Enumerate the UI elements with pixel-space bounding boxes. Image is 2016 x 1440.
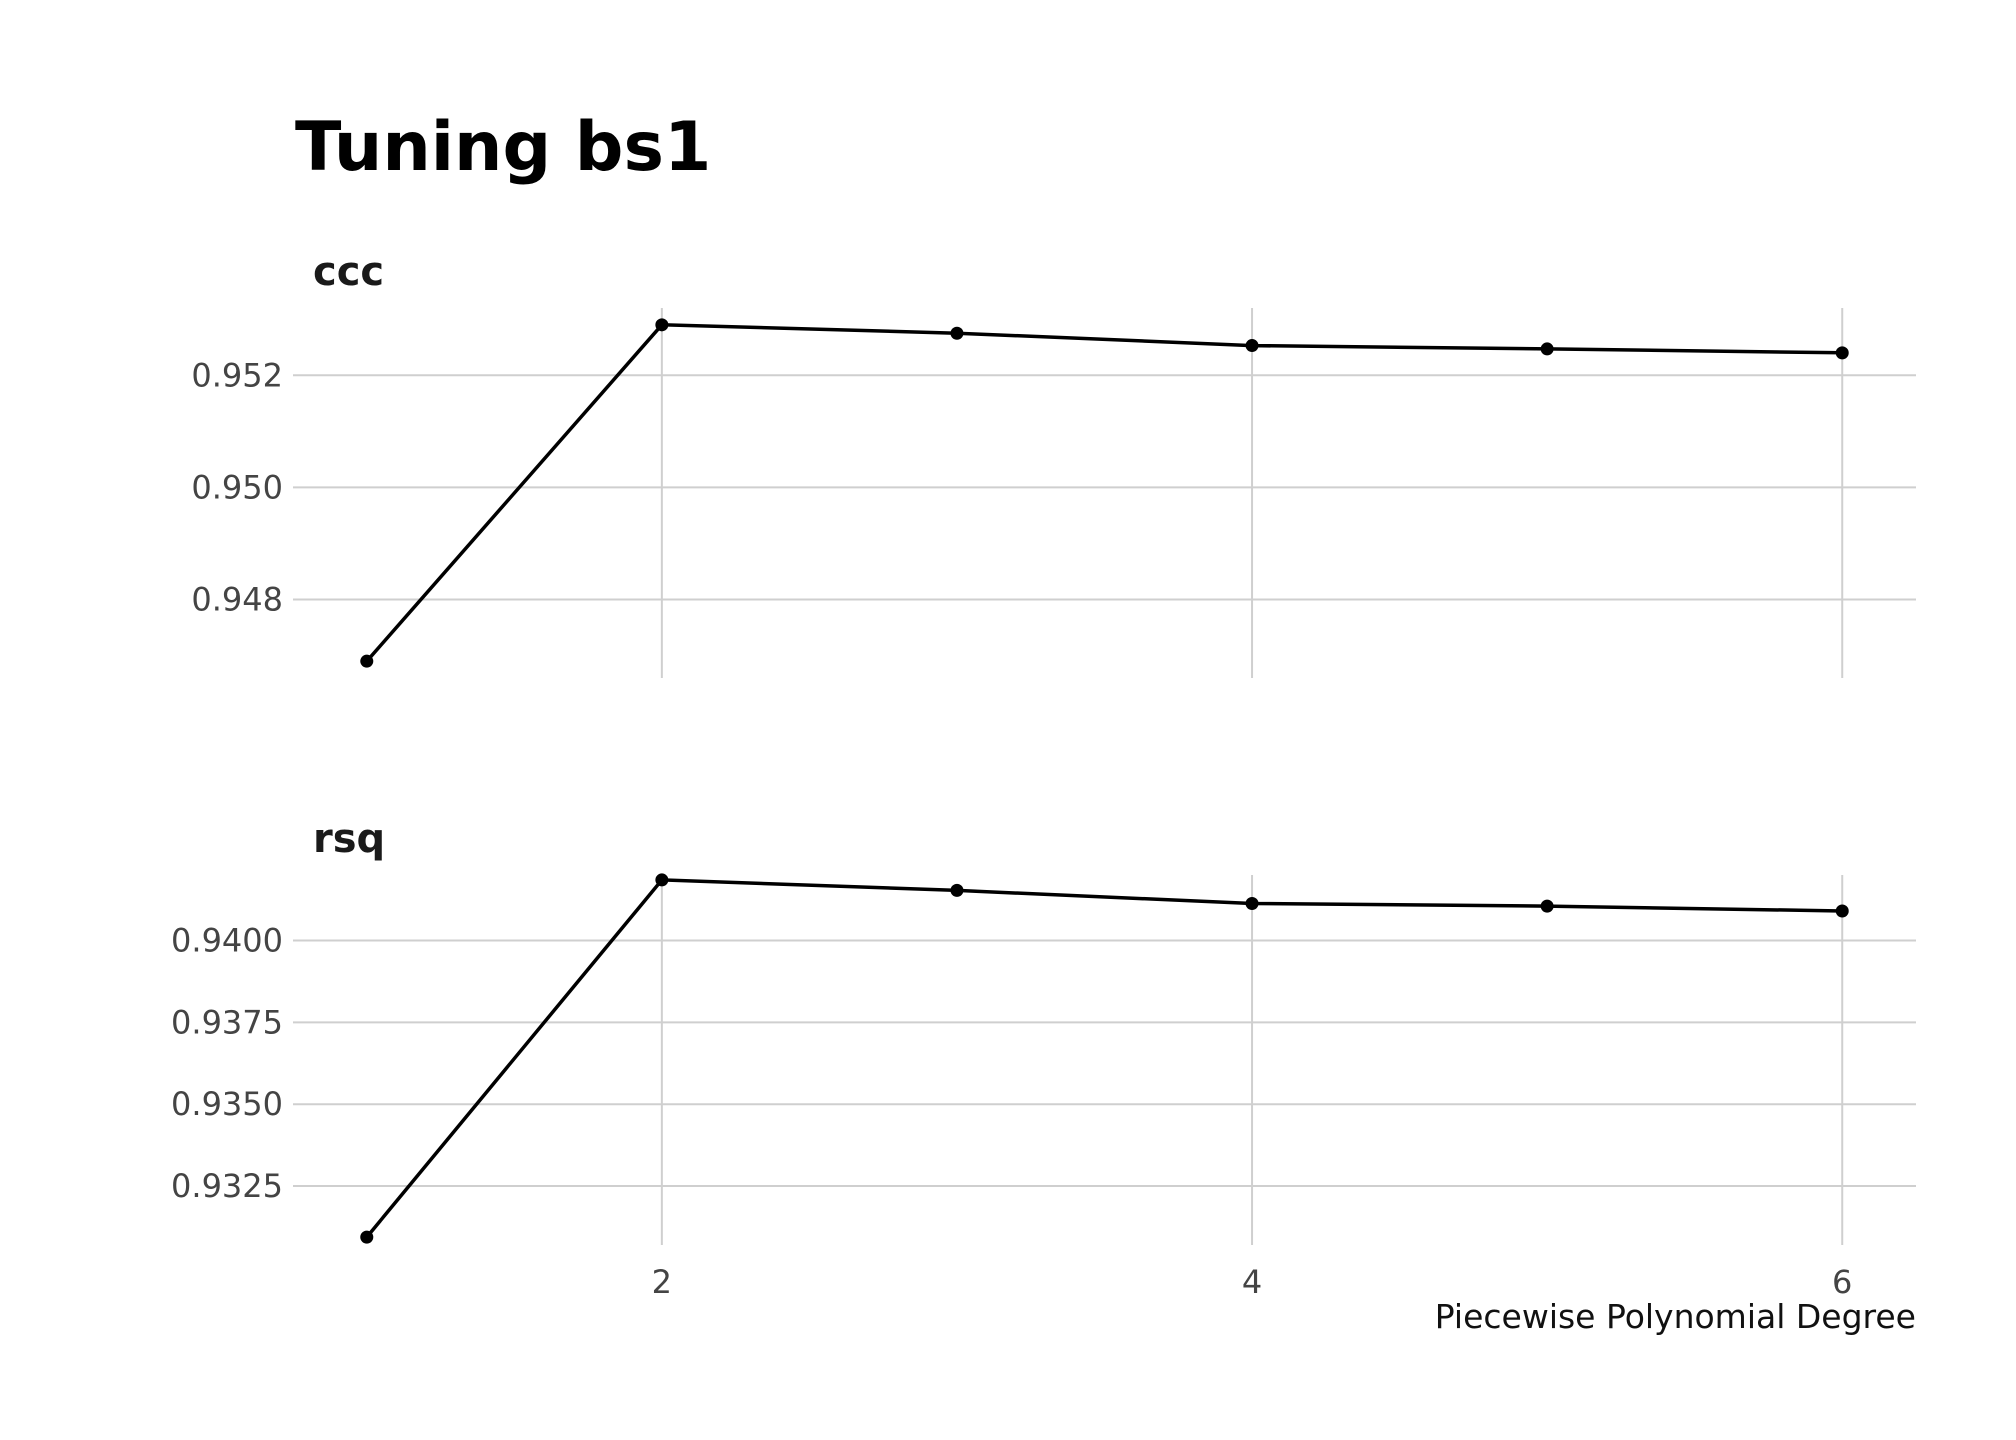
y-tick-label: 0.950 [191,468,283,506]
y-tick-label: 0.952 [191,356,283,394]
series-line-rsq [365,878,1843,1239]
x-axis-title: Piecewise Polynomial Degree [1435,1297,1916,1336]
y-tick-label: 0.9400 [171,921,283,959]
facet-label-ccc: ccc [313,249,384,295]
data-point [1245,339,1259,353]
y-tick-label: 0.9325 [171,1167,283,1205]
data-point [655,318,669,332]
data-point [1835,346,1849,360]
y-tick-label: 0.9375 [171,1003,283,1041]
facet-panels: 0.948 0.950 0.952 ccc 0.9325 0.9350 0.9375 0.94… [171,249,1916,1301]
data-point [1540,342,1554,356]
facet-label-rsq: rsq [313,816,385,862]
x-tick-label: 4 [1242,1263,1262,1301]
data-point [950,883,964,897]
data-point [1245,896,1259,910]
x-tick-label: 6 [1832,1263,1852,1301]
data-point [950,326,964,340]
chart-title: Tuning bs1 [295,108,711,187]
y-tick-label: 0.948 [191,581,283,619]
data-point [360,654,374,668]
series-line-ccc [365,323,1843,663]
data-point [1540,899,1554,913]
x-tick-label: 2 [652,1263,672,1301]
data-point [360,1230,374,1244]
data-point [1835,904,1849,918]
data-point [655,873,669,887]
y-tick-label: 0.9350 [171,1085,283,1123]
